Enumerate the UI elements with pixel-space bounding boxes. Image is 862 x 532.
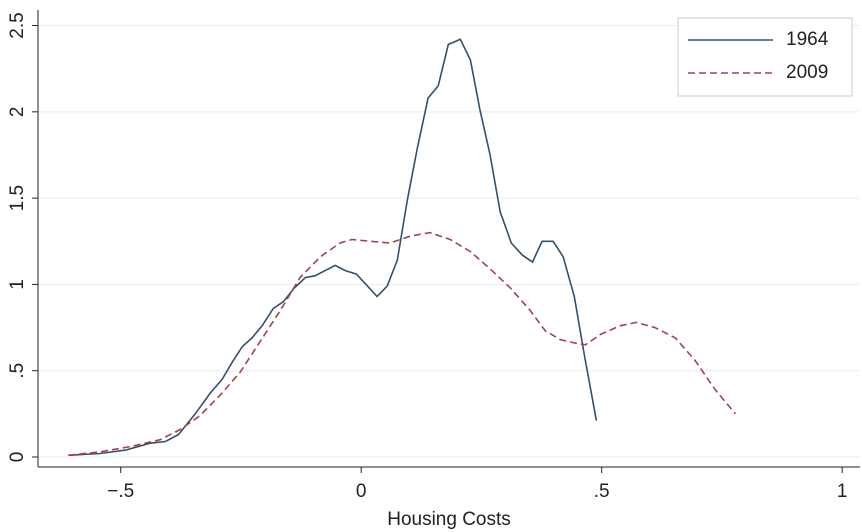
x-tick-label: −.5 <box>107 481 134 502</box>
x-tick-label: .5 <box>594 481 610 502</box>
legend-label: 1964 <box>786 29 829 50</box>
y-tick-label: 1 <box>7 279 28 290</box>
x-tick-label: 0 <box>356 481 367 502</box>
legend-box <box>677 17 853 97</box>
x-axis-label: Housing Costs <box>387 509 511 530</box>
y-tick-label: 1.5 <box>7 185 28 211</box>
legend-label: 2009 <box>786 62 828 83</box>
legend: 1964 2009 <box>677 17 853 97</box>
y-tick-label: 2.5 <box>7 12 28 38</box>
y-tick-label: .5 <box>7 363 28 379</box>
y-tick-label: 2 <box>7 107 28 118</box>
line-series <box>68 38 598 457</box>
y-tick-label: 0 <box>7 452 28 463</box>
line-series <box>68 231 737 457</box>
x-tick-label: 1 <box>837 481 848 502</box>
